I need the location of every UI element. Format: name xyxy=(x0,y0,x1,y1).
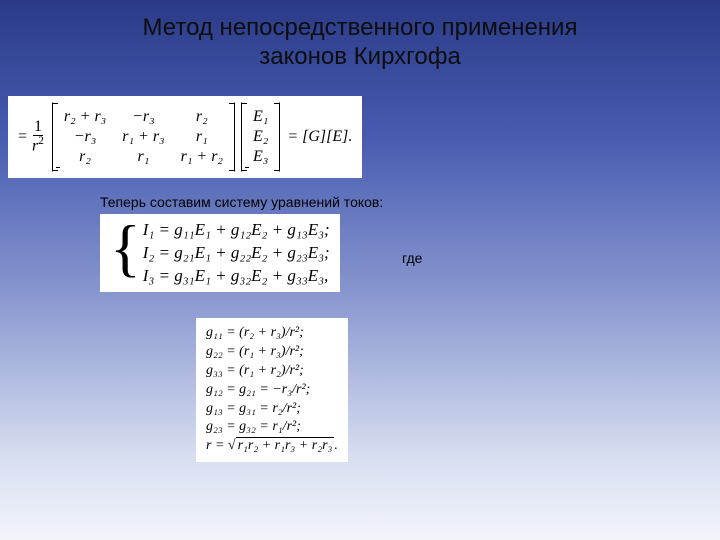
fraction: 1 r2 xyxy=(31,119,45,154)
big-matrix: r₂ + r₃ −r₃ r₂ −r₃ r₁ + r₃ r₁ r₂ r₁ r₁ +… xyxy=(52,102,235,172)
def-1: g₁₁ = (r₂ + r₃)/r²; xyxy=(206,324,338,343)
slide-title: Метод непосредственного применения закон… xyxy=(0,0,720,72)
m-1-2: r₁ xyxy=(173,127,231,147)
def-3: g₃₃ = (r₁ + r₂)/r²; xyxy=(206,362,338,381)
matrix-tail: = [G][E]. xyxy=(287,128,352,146)
e-vector: E₁ E₂ E₃ xyxy=(241,102,280,172)
m-2-1: r₁ xyxy=(114,147,172,167)
def-2: g₂₂ = (r₁ + r₃)/r²; xyxy=(206,343,338,362)
frac-den: r2 xyxy=(31,136,45,154)
where-label: где xyxy=(402,250,422,266)
matrix-equation: = 1 r2 r₂ + r₃ −r₃ r₂ −r₃ r₁ + r xyxy=(8,96,362,178)
def-5: g₁₃ = g₃₁ = r₂/r²; xyxy=(206,400,338,419)
brace-icon: { xyxy=(110,220,143,286)
m-0-0: r₂ + r₃ xyxy=(56,107,114,127)
sys-eq-2: I₂ = g₂₁E₁ + g₂₂E₂ + g₂₃E₃; xyxy=(143,243,330,263)
title-line-2: законов Кирхгофа xyxy=(259,43,461,70)
m-0-2: r₂ xyxy=(173,107,231,127)
m-0-1: −r₃ xyxy=(114,107,172,127)
m-1-0: −r₃ xyxy=(56,127,114,147)
system-caption: Теперь составим систему уравнений токов: xyxy=(100,194,383,210)
eq-sign: = xyxy=(18,128,27,146)
v-1: E₂ xyxy=(245,127,276,147)
slide: Метод непосредственного применения закон… xyxy=(0,0,720,540)
sys-eq-1: I₁ = g₁₁E₁ + g₁₂E₂ + g₁₃E₃; xyxy=(143,220,330,240)
frac-num: 1 xyxy=(33,119,43,136)
g-definitions: g₁₁ = (r₂ + r₃)/r²; g₂₂ = (r₁ + r₃)/r²; … xyxy=(196,318,348,462)
sys-eq-3: I₃ = g₃₁E₁ + g₃₂E₂ + g₃₃E₃, xyxy=(143,266,330,286)
def-6: g₂₃ = g₃₂ = r₁/r²; xyxy=(206,418,338,437)
current-system: { I₁ = g₁₁E₁ + g₁₂E₂ + g₁₃E₃; I₂ = g₂₁E₁… xyxy=(100,214,340,292)
title-line-1: Метод непосредственного применения xyxy=(143,14,578,41)
m-2-0: r₂ xyxy=(56,147,114,167)
def-r: r = √r₁r₂ + r₁r₃ + r₂r₃. xyxy=(206,437,338,456)
m-2-2: r₁ + r₂ xyxy=(173,147,231,167)
def-4: g₁₂ = g₂₁ = −r₃/r²; xyxy=(206,381,338,400)
v-0: E₁ xyxy=(245,107,276,127)
v-2: E₃ xyxy=(245,147,276,167)
m-1-1: r₁ + r₃ xyxy=(114,127,172,147)
